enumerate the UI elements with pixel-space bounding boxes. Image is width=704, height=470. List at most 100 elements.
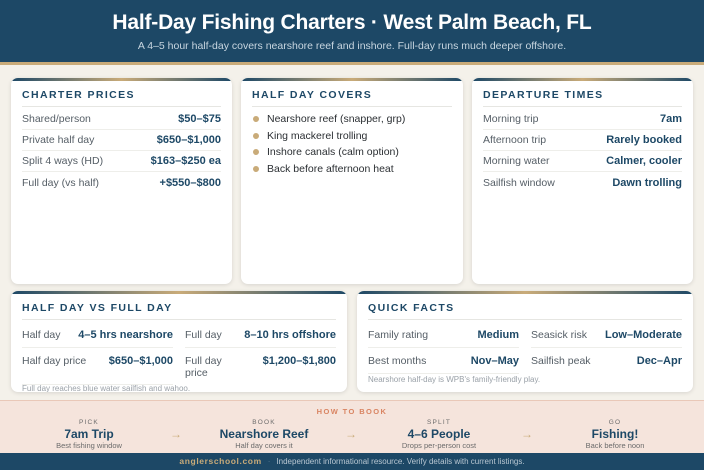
step-split: SPLIT 4–6 People Drops per-person cost [364,419,514,450]
departure-row: Sailfish window Dawn trolling [483,172,682,193]
covers-list: Nearshore reef (snapper, grp) King macke… [252,111,452,177]
row-value: 7am [659,113,682,125]
row-label: Private half day [22,134,95,146]
how-to-book-strip: How to Book PICK 7am Trip Best fishing w… [0,400,704,453]
step-value: 4–6 People [407,427,471,441]
cell-value: 4–5 hrs nearshore [78,329,173,341]
cell-value: Medium [477,329,519,341]
bullet-icon [253,116,259,123]
step-book: BOOK Nearshore Reef Half day covers it [189,419,339,450]
divider [368,319,682,320]
fact-cell: Seasick risk Low–Moderate [531,322,682,348]
footer-separator: · [267,457,271,466]
divider [252,106,452,107]
cell-label: Best months [368,355,427,367]
compare-cell: Full day 8–10 hrs offshore [185,322,336,348]
divider [22,319,336,320]
list-item-text: Back before afternoon heat [267,162,394,175]
step-value: Fishing! [591,427,639,441]
list-item-text: Nearshore reef (snapper, grp) [267,113,406,126]
card-note: Nearshore half-day is WPB's family-frien… [368,375,541,384]
bullet-icon [253,132,259,139]
cell-value: $650–$1,000 [108,355,173,367]
row-value: Dawn trolling [612,176,682,189]
half-vs-full-card: Half Day vs Full Day Half day 4–5 hrs nea… [11,291,347,392]
row-value: Calmer, cooler [606,155,682,167]
cell-label: Full day price [185,355,222,379]
list-item: Nearshore reef (snapper, grp) [252,111,452,128]
cell-value: Low–Moderate [604,329,682,341]
arrow-right-icon: → [170,427,182,441]
step-kicker: SPLIT [426,419,452,426]
divider [22,106,221,107]
cell-label: Half day [22,329,61,341]
list-item: Inshore canals (calm option) [252,144,452,161]
row-label: Sailfish window [483,176,555,189]
step-kicker: PICK [79,419,99,426]
row-value: $650–$1,000 [156,134,221,146]
departure-row: Morning water Calmer, cooler [483,151,682,172]
cell-label: Full day [185,329,222,341]
page-footer: anglerschool.com · Independent information… [0,453,704,470]
bullet-icon [253,149,259,156]
list-item: King mackerel trolling [252,128,452,145]
row-label: Morning trip [483,113,539,125]
step-value: 7am Trip [64,427,114,441]
fact-cell: Best months Nov–May [368,348,519,374]
cell-value: Dec–Apr [636,355,682,367]
compare-cell: Full day price $1,200–$1,800 [185,348,336,385]
card-title: Half Day vs Full Day [22,302,173,314]
row-label: Morning water [483,155,550,167]
cell-label: Seasick risk [531,329,588,341]
page-header: Half-Day Fishing Charters · West Palm Be… [0,0,704,65]
row-value: $50–$75 [178,113,221,125]
card-title: Departure Times [483,89,604,101]
step-desc: Half day covers it [235,441,293,450]
departure-times-card: Departure Times Morning trip 7am Afternoo… [472,78,693,284]
cell-value: 8–10 hrs offshore [244,329,336,341]
price-row: Full day (vs half) +$550–$800 [22,172,221,193]
quick-facts-card: Quick Facts Family rating Medium Seasick … [357,291,693,392]
cell-label: Half day price [22,355,87,367]
list-item-text: King mackerel trolling [267,129,368,142]
footer-disclaimer: Independent informational resource. Veri… [276,457,525,466]
fact-cell: Sailfish peak Dec–Apr [531,348,682,374]
compare-cell: Half day price $650–$1,000 [22,348,173,385]
card-title: Charter Prices [22,89,135,101]
row-value: Rarely booked [606,134,682,146]
page-subtitle: A 4–5 hour half-day covers nearshore ree… [137,40,567,52]
step-kicker: GO [608,419,622,426]
step-go: GO Fishing! Back before noon [540,419,690,450]
departure-row: Afternoon trip Rarely booked [483,130,682,151]
step-desc: Back before noon [585,441,645,450]
fact-cell: Family rating Medium [368,322,519,348]
departure-row: Morning trip 7am [483,109,682,130]
charter-prices-card: Charter Prices Shared/person $50–$75 Priv… [11,78,232,284]
row-label: Afternoon trip [483,134,547,146]
list-item-text: Inshore canals (calm option) [267,146,399,159]
list-item: Back before afternoon heat [252,161,452,178]
row-label: Split 4 ways (HD) [22,155,104,167]
arrow-right-icon: → [345,427,357,441]
divider [483,106,682,107]
step-desc: Drops per-person cost [401,441,477,450]
page-title: Half-Day Fishing Charters · West Palm Be… [112,11,592,34]
step-value: Nearshore Reef [219,427,309,441]
row-value: +$550–$800 [159,176,221,189]
row-label: Shared/person [22,113,91,125]
how-to-book-title: How to Book [316,407,388,416]
price-row: Shared/person $50–$75 [22,109,221,130]
half-day-covers-card: Half Day Covers Nearshore reef (snapper,… [241,78,463,284]
step-pick: PICK 7am Trip Best fishing window [14,419,164,450]
footer-brand-link[interactable]: anglerschool.com [179,456,262,466]
cell-label: Sailfish peak [531,355,591,367]
compare-cell: Half day 4–5 hrs nearshore [22,322,173,348]
card-note: Full day reaches blue water sailfish and… [22,384,191,392]
card-title: Half Day Covers [252,89,373,101]
bullet-icon [253,165,259,172]
step-kicker: BOOK [252,419,276,426]
price-row: Split 4 ways (HD) $163–$250 ea [22,151,221,172]
step-desc: Best fishing window [56,441,122,450]
cell-value: Nov–May [470,355,519,367]
cell-value: $1,200–$1,800 [262,355,336,367]
